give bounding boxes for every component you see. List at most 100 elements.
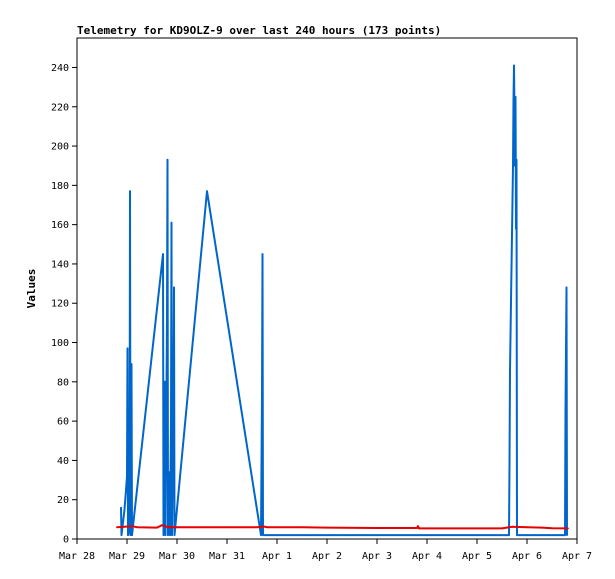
series-2-point (161, 524, 163, 527)
series-1-point (173, 534, 176, 536)
series-1-point (564, 534, 566, 536)
series-1-point (261, 394, 263, 397)
series-1-point (162, 534, 165, 536)
series-1-point (510, 300, 512, 303)
series-1-point (512, 164, 514, 167)
y-axis-title: Values (25, 269, 38, 309)
series-2-point (201, 526, 203, 529)
series-1-point (171, 534, 173, 536)
series-2-point (156, 526, 158, 529)
series-1-point (508, 463, 511, 466)
y-tick-label: 140 (51, 259, 69, 270)
series-1-point (120, 506, 122, 509)
x-tick-label: Mar 31 (209, 551, 245, 562)
x-tick-label: Mar 28 (59, 551, 95, 562)
series-2-point (501, 527, 503, 530)
series-1-point (508, 534, 510, 536)
series-1-point (164, 380, 166, 383)
x-tick-label: Mar 29 (109, 551, 145, 562)
series-1-point (167, 534, 169, 536)
series-1-point (206, 190, 208, 193)
series-1-point (514, 164, 516, 167)
series-1-point (130, 363, 133, 365)
series-1-point (514, 96, 517, 98)
series-1-point (515, 158, 518, 161)
series-2-point (551, 527, 553, 530)
y-tick-label: 20 (57, 495, 69, 506)
series-1-point (170, 221, 173, 224)
series-1-point (129, 534, 132, 536)
series-2-point (266, 526, 268, 529)
series-1-point (131, 534, 133, 536)
x-tick-label: Apr 2 (312, 551, 342, 562)
series-2-point (511, 525, 513, 528)
x-tick-label: Apr 7 (562, 551, 592, 562)
series-1-point (262, 534, 264, 536)
series-1-point (172, 392, 175, 395)
series-layer (116, 64, 569, 537)
x-tick-label: Apr 1 (262, 551, 292, 562)
series-1-point (173, 286, 175, 289)
x-tick-label: Apr 5 (462, 551, 492, 562)
chart-title: Telemetry for KD9OLZ-9 over last 240 hou… (77, 24, 441, 37)
series-1-point (564, 410, 567, 413)
y-axis-ticks: 0 20 40 60 80 100 120 140 160 180 200 220 240 (51, 63, 77, 546)
series-1-point (170, 420, 172, 422)
series-1-point (128, 528, 131, 531)
series-2-point (263, 525, 266, 528)
series-2-point (326, 526, 328, 529)
series-1-point (123, 508, 126, 511)
series-2-point (256, 526, 258, 529)
y-tick-label: 240 (51, 63, 69, 74)
series-1-point (166, 316, 168, 318)
y-tick-label: 120 (51, 299, 69, 310)
series-2-point (541, 526, 543, 529)
x-tick-label: Apr 3 (362, 551, 392, 562)
series-1-point (511, 233, 513, 236)
x-tick-label: Mar 30 (159, 551, 195, 562)
series-2-point (417, 525, 419, 528)
series-1-point (129, 190, 131, 193)
series-2-point (567, 527, 569, 530)
series-2-point (301, 526, 303, 529)
series-1-point (515, 227, 517, 230)
series-2-point (116, 526, 118, 529)
x-tick-label: Apr 6 (512, 551, 542, 562)
x-tick-label: Apr 4 (412, 551, 442, 562)
series-1-point (162, 253, 164, 256)
series-2-point (526, 526, 528, 529)
series-1-point (565, 286, 568, 289)
y-tick-label: 160 (51, 220, 69, 231)
y-tick-label: 180 (51, 181, 69, 192)
series-1-point (125, 489, 127, 491)
series-1-point (168, 471, 171, 474)
series-2-point (416, 527, 418, 529)
series-1-point (164, 534, 167, 536)
series-2-point (451, 527, 453, 530)
series-1-point (260, 534, 262, 536)
series-1-point (512, 98, 515, 100)
y-tick-label: 80 (57, 377, 69, 388)
series-1-point (127, 534, 129, 536)
y-tick-label: 40 (57, 456, 69, 467)
series-1-point (516, 534, 518, 536)
series-2-point (136, 526, 138, 529)
series-1-point (261, 253, 264, 256)
plot-area (76, 37, 578, 540)
x-axis-ticks: Mar 28 Mar 29 Mar 30 Mar 31 Apr 1 Apr 2 Apr 3 A… (59, 539, 592, 562)
y-tick-label: 100 (51, 338, 69, 349)
series-1-point (513, 64, 515, 67)
series-1-point (509, 369, 511, 371)
series-1-point (166, 158, 169, 161)
series-2-point (226, 526, 228, 529)
series-1-point (169, 534, 171, 536)
series-2-point (376, 527, 378, 529)
series-2-point (418, 527, 420, 530)
y-tick-label: 220 (51, 102, 69, 113)
y-tick-label: 200 (51, 142, 69, 153)
series-2-point (171, 526, 173, 529)
series-1-point (126, 347, 129, 350)
series-1-point (566, 534, 568, 536)
series-1-point (126, 475, 128, 477)
